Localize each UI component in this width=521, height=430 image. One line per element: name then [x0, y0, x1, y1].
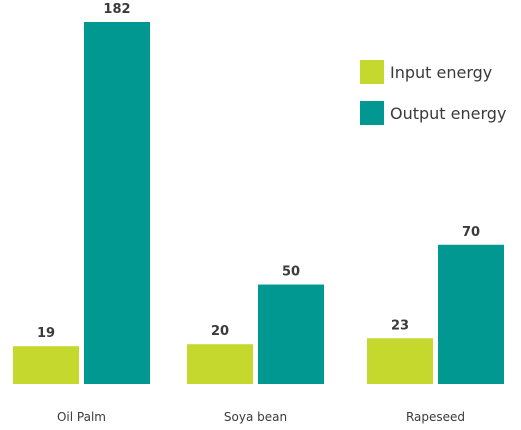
bar-oil-palm-input-energy	[13, 346, 79, 384]
data-label-rapeseed-output-energy: 70	[462, 225, 480, 240]
data-label-oil-palm-input-energy: 19	[37, 326, 55, 341]
data-label-soya-bean-output-energy: 50	[282, 265, 300, 280]
category-label-soya-bean: Soya bean	[224, 410, 287, 424]
legend-label-output-energy: Output energy	[390, 104, 506, 123]
category-label-rapeseed: Rapeseed	[406, 410, 465, 424]
data-label-rapeseed-input-energy: 23	[391, 318, 409, 333]
data-label-soya-bean-input-energy: 20	[211, 324, 229, 339]
bar-soya-bean-input-energy	[187, 344, 253, 384]
legend-label-input-energy: Input energy	[390, 63, 492, 82]
bar-rapeseed-input-energy	[367, 338, 433, 384]
value-labels-group: 19 182 20 50 23 70	[37, 2, 480, 341]
legend-swatch-output-energy	[360, 101, 384, 125]
bar-rapeseed-output-energy	[438, 244, 504, 384]
bars-group	[13, 22, 504, 384]
data-label-oil-palm-output-energy: 182	[103, 2, 130, 17]
legend-swatch-input-energy	[360, 60, 384, 84]
category-labels-group: Oil Palm Soya bean Rapeseed	[57, 410, 465, 424]
category-label-oil-palm: Oil Palm	[57, 410, 106, 424]
bar-soya-bean-output-energy	[258, 284, 324, 384]
legend: Input energy Output energy	[360, 60, 506, 125]
bar-oil-palm-output-energy	[84, 22, 150, 384]
